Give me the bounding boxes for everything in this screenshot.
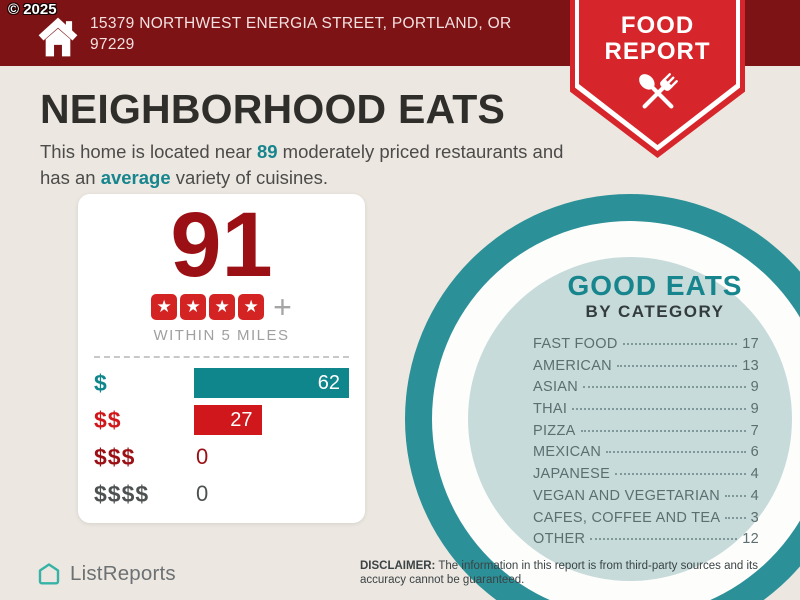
page-subtitle: This home is located near 89 moderately …: [40, 139, 600, 191]
restaurant-count: 89: [256, 141, 278, 162]
home-icon: [38, 17, 78, 57]
price-label: $$: [94, 406, 122, 433]
dotted-leader: [615, 473, 746, 476]
category-label: MEXICAN: [533, 444, 602, 461]
dotted-leader: [580, 429, 746, 432]
category-label: THAI: [533, 401, 568, 418]
price-row: $$ 27: [94, 405, 349, 435]
badge-title-line2: REPORT: [604, 38, 711, 65]
price-label: $$$$: [94, 480, 150, 507]
category-row: THAI 9: [533, 401, 759, 423]
category-value: 9: [750, 379, 759, 396]
page-title: NEIGHBORHOOD EATS: [40, 86, 506, 132]
property-address: 15379 NORTHWEST ENERGIA STREET, PORTLAND…: [90, 13, 511, 55]
star-icon: ★: [238, 293, 265, 320]
disclaimer-text: The information in this report is from t…: [360, 560, 758, 586]
good-eats-subtitle: BY CATEGORY: [585, 302, 725, 321]
category-row: CAFES, COFFEE AND TEA 3: [533, 510, 759, 532]
subtitle-text-4: variety of cuisines.: [170, 167, 328, 188]
restaurant-score: 91: [170, 194, 273, 296]
star-icon: ★: [209, 293, 236, 320]
star-rating-row: ★ ★ ★ ★ +: [78, 288, 365, 325]
dotted-leader: [725, 494, 746, 497]
dashed-divider: [94, 356, 349, 358]
category-value: 12: [742, 531, 759, 548]
price-label: $: [94, 369, 108, 396]
circle-white-ring: [432, 221, 800, 600]
bar-zone: 0: [194, 442, 349, 472]
score-card: 91 ★ ★ ★ ★ + WITHIN 5 MILES $62 $$ 27 $$$ 0 $$$$…: [78, 194, 365, 523]
badge-title-line1: FOOD: [620, 12, 695, 39]
category-label: PIZZA: [533, 422, 576, 439]
disclaimer-label: DISCLAIMER:: [360, 560, 436, 572]
category-row: JAPANESE 4: [533, 466, 759, 488]
price-bar-chart: $62 $$ 27 $$$ 0 $$$$ 0: [78, 368, 365, 509]
category-value: 17: [742, 336, 759, 352]
bar: 27: [194, 405, 262, 435]
price-row: $$$ 0: [94, 442, 349, 472]
category-value: 6: [750, 444, 759, 461]
radius-caption: WITHIN 5 MILES: [153, 327, 290, 344]
category-row: MEXICAN 6: [533, 444, 759, 466]
copyright-text: © 2025: [8, 1, 57, 18]
utensils-icon: [638, 73, 678, 109]
zero-value: 0: [196, 444, 209, 469]
bar-zone: 27: [194, 405, 349, 435]
category-row: PIZZA 7: [533, 423, 759, 445]
star-icon: ★: [180, 293, 207, 320]
good-eats-circle: [405, 194, 800, 600]
category-row: AMERICAN 13: [533, 358, 759, 380]
address-line1: 15379 NORTHWEST ENERGIA STREET, PORTLAND…: [90, 15, 512, 32]
badge-content: FOOD REPORT: [570, 13, 745, 126]
subtitle-text-3: has an: [40, 167, 101, 188]
category-label: JAPANESE: [533, 466, 611, 483]
good-eats-title: GOOD EATS: [567, 270, 743, 301]
address-line2: 97229: [90, 36, 135, 53]
category-label: ASIAN: [533, 379, 579, 396]
listreports-brand: ListReports: [36, 561, 176, 587]
category-row: FAST FOOD 17: [533, 336, 759, 358]
category-value: 13: [742, 357, 759, 374]
dotted-leader: [616, 364, 738, 367]
bar-zone: 0: [194, 479, 349, 509]
dotted-leader: [622, 343, 738, 345]
category-value: 3: [750, 509, 759, 526]
listreports-logo-icon: [38, 563, 60, 585]
category-label: FAST FOOD: [533, 336, 618, 352]
bar-zone: 62: [194, 368, 349, 398]
subtitle-text-2: moderately priced restaurants and: [277, 141, 564, 162]
dotted-leader: [725, 516, 746, 519]
zero-value: 0: [196, 481, 209, 506]
price-row: $62: [94, 368, 349, 398]
dotted-leader: [606, 451, 746, 454]
category-label: OTHER: [533, 531, 586, 548]
category-label: AMERICAN: [533, 357, 612, 374]
food-report-badge: FOOD REPORT: [570, 0, 745, 158]
category-row: ASIAN 9: [533, 379, 759, 401]
price-label: $$$: [94, 443, 136, 470]
category-value: 4: [750, 487, 759, 504]
category-label: CAFES, COFFEE AND TEA: [533, 509, 721, 526]
category-value: 9: [750, 401, 759, 418]
category-label: VEGAN AND VEGETARIAN: [533, 487, 721, 504]
subtitle-text-1: This home is located near: [40, 141, 257, 162]
dotted-leader: [583, 386, 746, 389]
bar: 62: [194, 368, 349, 398]
circle-inner-fill: [468, 257, 792, 581]
category-row: VEGAN AND VEGETARIAN 4: [533, 488, 759, 510]
category-value: 4: [750, 466, 759, 483]
star-rating: ★ ★ ★ ★: [151, 293, 265, 320]
star-icon: ★: [151, 293, 178, 320]
variety-highlight: average: [100, 167, 171, 188]
category-row: OTHER 12: [533, 531, 759, 553]
category-value: 7: [750, 422, 759, 439]
dotted-leader: [590, 538, 738, 541]
dotted-leader: [572, 408, 746, 411]
plus-icon: +: [273, 288, 292, 325]
price-row: $$$$ 0: [94, 479, 349, 509]
brand-name: ListReports: [70, 562, 176, 585]
category-list: FAST FOOD 17 AMERICAN 13 ASIAN 9 THAI 9 PIZZA 7 ME…: [533, 336, 759, 553]
disclaimer: DISCLAIMER: The information in this repo…: [360, 559, 796, 587]
